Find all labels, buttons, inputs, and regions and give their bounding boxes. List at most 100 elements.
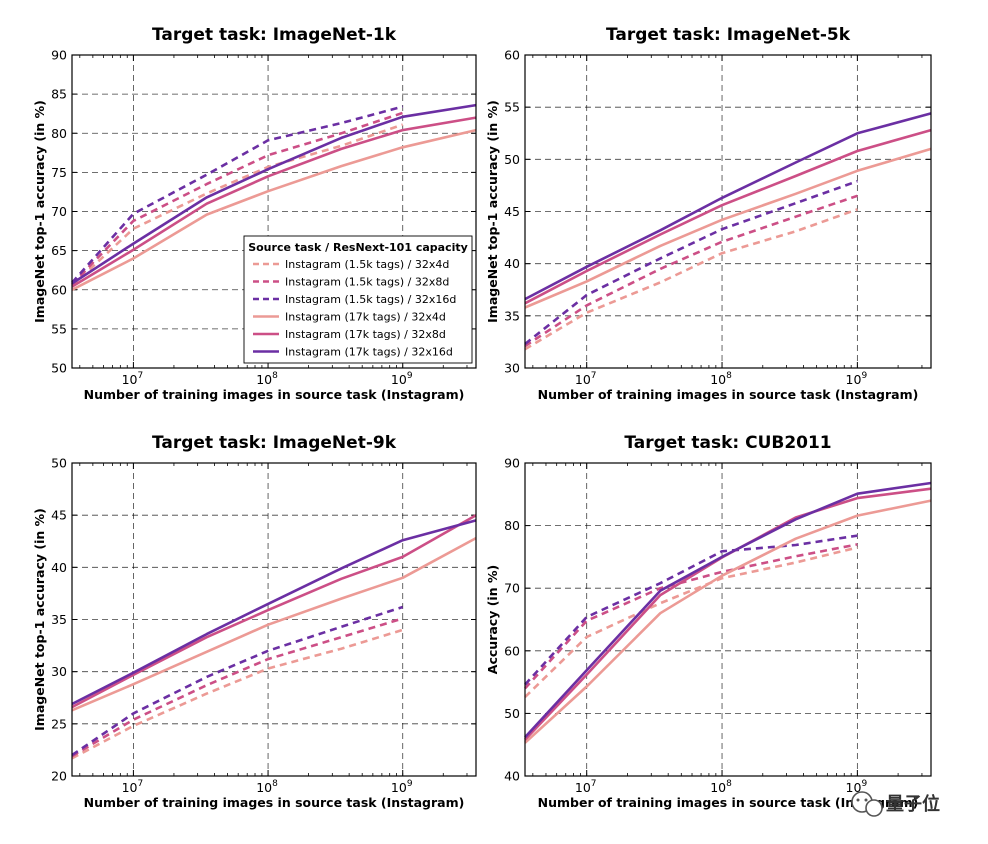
series-line-3: [71, 105, 404, 284]
series-line-1: [71, 123, 404, 287]
y-tick-label: 90: [51, 48, 67, 63]
y-tick-label: 50: [51, 456, 67, 471]
x-tick-label: 108: [256, 371, 278, 387]
x-axis-label: Number of training images in source task…: [538, 795, 919, 810]
plot-frame: [524, 54, 932, 369]
x-tick-label: 109: [391, 371, 413, 387]
series-line-5: [71, 116, 477, 288]
y-tick-label: 50: [51, 361, 67, 376]
legend-entry-label: Instagram (17k tags) / 32x8d: [285, 328, 446, 341]
wechat-logo-icon-dot: [864, 798, 868, 802]
series-line-6: [524, 481, 932, 739]
x-tick-label: 107: [575, 371, 597, 387]
legend-entry-label: Instagram (1.5k tags) / 32x16d: [285, 293, 456, 306]
plot-frame: [71, 54, 477, 369]
y-tick-label: 40: [504, 256, 520, 271]
legend-title: Source task / ResNext-101 capacity: [248, 241, 468, 254]
plot-frame: [71, 462, 477, 777]
y-tick-label: 75: [51, 165, 67, 180]
wechat-logo-icon-bubble-2: [865, 799, 883, 817]
y-tick-label: 35: [504, 308, 520, 323]
y-tick-label: 30: [504, 361, 520, 376]
series-line-6: [524, 112, 932, 301]
x-tick-label: 108: [710, 779, 732, 795]
legend-box: [243, 235, 473, 364]
series-line-2: [524, 194, 858, 348]
x-axis-label: Number of training images in source task…: [538, 387, 919, 402]
x-tick-label: 109: [846, 371, 868, 387]
y-tick-label: 60: [504, 48, 520, 63]
series-line-6: [71, 103, 477, 285]
series-line-2: [524, 543, 858, 690]
wechat-logo-icon: [851, 791, 883, 817]
y-axis-label: ImageNet top-1 accuracy (in %): [32, 100, 47, 323]
wechat-logo-icon-dot: [856, 798, 860, 802]
y-tick-label: 80: [504, 518, 520, 533]
legend-entry-label: Instagram (1.5k tags) / 32x4d: [285, 258, 449, 271]
series-line-5: [524, 487, 932, 741]
y-tick-label: 65: [51, 243, 67, 258]
watermark-text: 量子位: [886, 793, 940, 815]
x-axis-label: Number of training images in source task…: [84, 795, 465, 810]
y-axis-label: Accuracy (in %): [485, 565, 500, 674]
chart-panel-2: Target task: ImageNet-5k ImageNet top-1 a…: [485, 25, 932, 402]
chart-title: Target task: ImageNet-1k: [152, 25, 397, 45]
series-line-4: [524, 499, 932, 744]
chart-title: Target task: ImageNet-5k: [606, 25, 851, 45]
y-tick-label: 25: [51, 716, 67, 731]
chart-panel-4: Target task: CUB2011 Accuracy (in %) Numbe…: [485, 433, 932, 810]
y-tick-label: 50: [504, 706, 520, 721]
series-line-4: [71, 536, 477, 712]
series-line-6: [71, 519, 477, 706]
y-tick-label: 40: [51, 560, 67, 575]
series-line-5: [524, 128, 932, 305]
y-axis-label: ImageNet top-1 accuracy (in %): [32, 508, 47, 731]
series-line-4: [71, 128, 477, 291]
plot-frame: [524, 462, 932, 777]
x-tick-label: 108: [256, 779, 278, 795]
chart-title: Target task: ImageNet-9k: [152, 433, 397, 453]
series-line-2: [71, 111, 404, 286]
series-line-2: [71, 617, 404, 758]
series-line-3: [524, 179, 858, 346]
x-tick-label: 107: [575, 779, 597, 795]
y-axis-label: ImageNet top-1 accuracy (in %): [485, 100, 500, 323]
series-line-3: [71, 605, 404, 757]
y-tick-label: 20: [51, 769, 67, 784]
y-tick-label: 80: [51, 126, 67, 141]
y-tick-label: 50: [504, 152, 520, 167]
y-tick-label: 90: [504, 456, 520, 471]
y-tick-label: 70: [504, 581, 520, 596]
x-tick-label: 107: [122, 779, 144, 795]
x-tick-label: 107: [122, 371, 144, 387]
y-tick-label: 30: [51, 664, 67, 679]
y-tick-label: 40: [504, 769, 520, 784]
y-tick-label: 55: [504, 100, 520, 115]
x-tick-label: 108: [710, 371, 732, 387]
y-tick-label: 85: [51, 87, 67, 102]
series-line-1: [524, 208, 858, 351]
x-tick-label: 109: [846, 779, 868, 795]
legend-entry-label: Instagram (17k tags) / 32x4d: [285, 311, 446, 324]
legend-entry-label: Instagram (17k tags) / 32x16d: [285, 346, 453, 359]
series-line-1: [71, 628, 404, 760]
y-tick-label: 35: [51, 612, 67, 627]
y-tick-label: 70: [51, 204, 67, 219]
x-axis-label: Number of training images in source task…: [84, 387, 465, 402]
series-line-5: [71, 514, 477, 709]
legend-entry-label: Instagram (1.5k tags) / 32x8d: [285, 276, 449, 289]
y-tick-label: 45: [51, 508, 67, 523]
series-line-4: [524, 147, 932, 309]
series-line-3: [524, 534, 858, 686]
x-tick-label: 109: [391, 779, 413, 795]
series-line-1: [524, 546, 858, 699]
chart-panel-1: Target task: ImageNet-1k ImageNet top-1 a…: [32, 25, 477, 402]
y-tick-label: 45: [504, 204, 520, 219]
chart-title: Target task: CUB2011: [624, 433, 831, 453]
y-tick-label: 55: [51, 321, 67, 336]
y-tick-label: 60: [504, 643, 520, 658]
watermark: 量子位: [851, 791, 940, 817]
legend: Source task / ResNext-101 capacity Instag…: [243, 235, 473, 364]
chart-panel-3: Target task: ImageNet-9k ImageNet top-1 a…: [32, 433, 477, 810]
